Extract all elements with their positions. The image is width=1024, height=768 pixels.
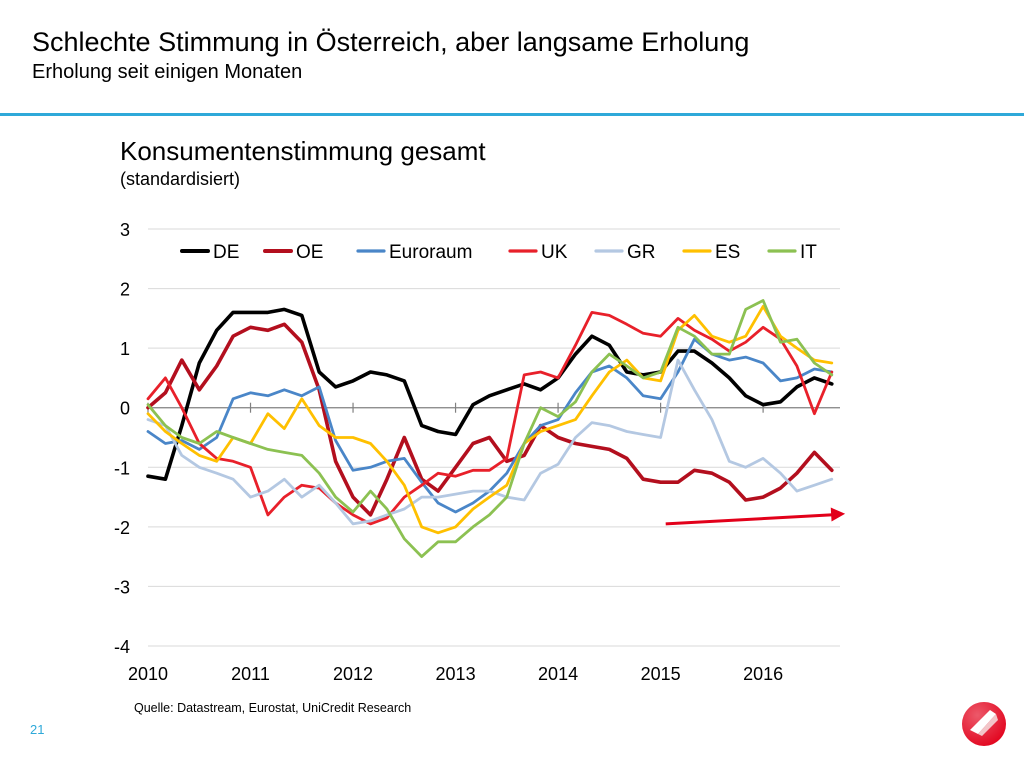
series-line-euroraum [146,337,834,514]
y-tick-label-2: 1 [120,339,130,359]
unicredit-logo-icon [962,702,1006,746]
trend-arrow-head [830,507,846,522]
page-number: 21 [30,722,45,737]
chart-subtitle: (standardisiert) [120,169,241,189]
y-tick-label-7: -4 [114,637,130,657]
slide-title: Schlechte Stimmung in Österreich, aber l… [32,27,750,57]
series-line-uk [146,310,834,526]
source-note: Quelle: Datastream, Eurostat, UniCredit … [134,701,412,715]
series-line-it [146,299,834,558]
y-tick-label-6: -3 [114,577,130,597]
legend-label-oe: OE [296,242,323,263]
annotations [665,507,846,526]
y-tick-label-5: -2 [114,518,130,538]
x-tick-label-4: 2014 [538,664,578,684]
legend-label-euroraum: Euroraum [389,242,472,263]
series-line-oe [146,322,834,517]
y-tick-label-0: 3 [120,220,130,240]
x-tick-label-5: 2015 [641,664,681,684]
series-line-es [146,304,834,535]
legend: DE OE Euroraum UK GR ES IT [180,242,817,263]
y-tick-label-4: -1 [114,458,130,478]
legend-label-es: ES [715,242,740,263]
legend-label-gr: GR [627,242,656,263]
trend-arrow-shaft [665,513,834,526]
header-divider [0,113,1024,116]
legend-label-it: IT [800,242,817,263]
x-tick-label-6: 2016 [743,664,783,684]
x-tick-label-2: 2012 [333,664,373,684]
series-line-gr [146,358,834,526]
x-tick-label-1: 2011 [231,664,270,684]
legend-label-uk: UK [541,242,568,263]
y-tick-label-3: 0 [120,399,130,419]
series-lines [146,299,834,558]
y-tick-label-1: 2 [120,280,130,300]
slide-subtitle: Erholung seit einigen Monaten [32,61,303,83]
x-tick-label-3: 2013 [436,664,476,684]
legend-label-de: DE [213,242,239,263]
series-line-de [146,307,834,482]
x-tick-label-0: 2010 [128,664,168,684]
chart-title: Konsumentenstimmung gesamt [120,136,486,166]
gridlines [148,228,840,647]
axes: 3 2 1 0 -1 -2 -3 -4 2010 2011 2012 2013 2014 2015 2016 [114,220,840,684]
